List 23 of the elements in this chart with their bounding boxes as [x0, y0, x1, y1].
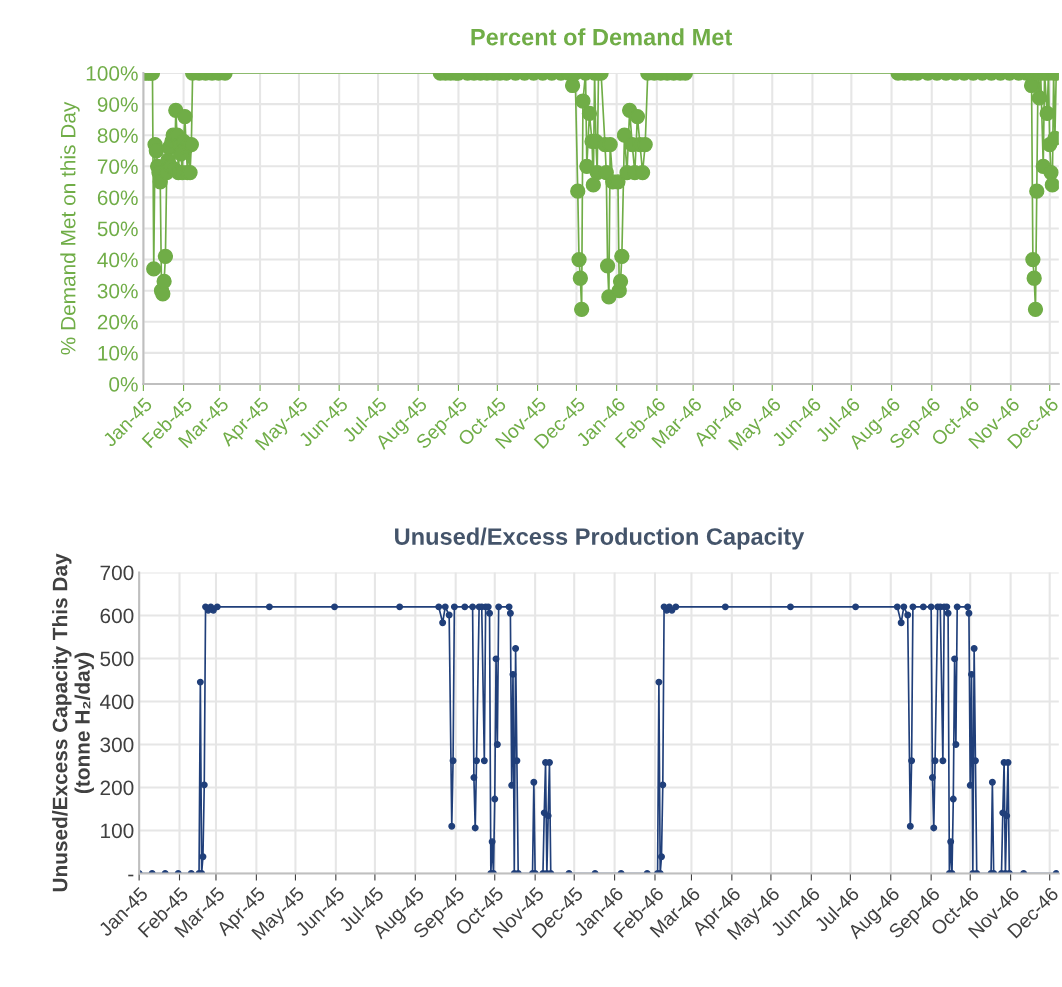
y-tick-label: 400: [99, 694, 134, 710]
y-tick-label: 10%: [98, 345, 138, 361]
chart-title: Unused/Excess Production Capacity: [395, 527, 805, 550]
y-axis-title: Unused/Excess Capacity This Day (tonne H₂/day): [52, 553, 94, 892]
y-tick-label: 90%: [97, 97, 138, 112]
y-tick-label: 300: [100, 737, 134, 753]
y-tick-label: 70%: [97, 159, 138, 175]
y-tick-label: -: [128, 874, 134, 877]
y-tick-label: 50%: [97, 221, 138, 237]
y-tick-label: 600: [100, 608, 134, 624]
y-axis-title: % Demand Met on this Day: [60, 101, 80, 355]
y-tick-label: 100%: [86, 66, 138, 81]
chart-title: Percent of Demand Met: [471, 28, 733, 46]
y-tick-label: 700: [100, 565, 134, 581]
y-tick-label: 20%: [97, 314, 138, 330]
y-tick-label: 60%: [97, 190, 138, 206]
y-tick-label: 80%: [97, 128, 138, 143]
y-tick-label: 500: [100, 651, 134, 667]
y-tick-label: 40%: [97, 252, 138, 268]
y-tick-label: 0%: [109, 376, 138, 392]
y-tick-label: 200: [100, 780, 134, 796]
y-tick-label: 30%: [97, 283, 138, 299]
y-tick-label: 100: [101, 823, 134, 839]
